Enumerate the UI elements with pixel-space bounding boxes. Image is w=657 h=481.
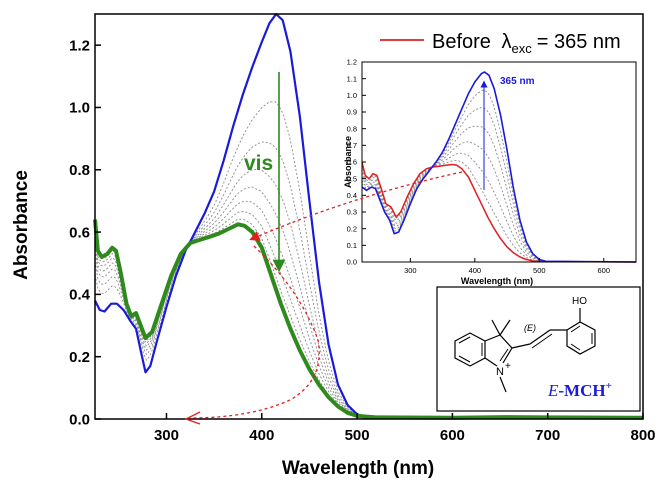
connector-arrow-lower-head	[184, 411, 201, 425]
main-x-tick-label: 800	[630, 427, 655, 444]
hydroxyl-label: HO	[572, 296, 587, 307]
molecule-structure: N + (E) HO E-MCH+	[436, 286, 641, 412]
inset-y-tick-label: 0.6	[347, 158, 357, 167]
inset-365-label: 365 nm	[500, 76, 535, 87]
legend-entry: Before λexc = 365 nm	[432, 31, 621, 56]
inset-y-tick-label: 1.1	[347, 74, 357, 83]
inset-y-tick-label: 1.0	[347, 91, 357, 100]
inset-y-tick-label: 0.1	[347, 241, 357, 250]
main-plot-area	[94, 13, 644, 420]
inset-series-after	[361, 71, 637, 263]
nitrogen-label: N	[496, 366, 504, 378]
ring5-bond-4	[484, 357, 498, 367]
inset-y-tick-label: 0.2	[347, 224, 357, 233]
inset-y-tick-label: 0.5	[347, 174, 357, 183]
inset-y-tick-label: 0.8	[347, 124, 357, 133]
main-x-tick-label: 300	[154, 427, 179, 444]
molecule-label: E-MCH+	[547, 380, 612, 400]
main-x-tick-label: 500	[345, 427, 370, 444]
main-x-tick-label: 400	[249, 427, 274, 444]
main-x-tick-label: 600	[440, 427, 465, 444]
nitrogen-charge: +	[505, 361, 511, 372]
y-axis-title: Absorbance	[11, 170, 32, 280]
inset-series-before	[361, 161, 637, 263]
main-y-tick-label: 0.8	[69, 162, 90, 179]
ring5-bond-3b	[499, 348, 509, 362]
ring5-bond-3	[502, 347, 513, 364]
main-y-tick-label: 1.0	[69, 100, 90, 117]
inset-x-axis-title: Wavelength (nm)	[461, 276, 533, 286]
connector-arrow-upper	[249, 171, 463, 241]
inset-x-tick-label: 500	[533, 266, 546, 275]
main-y-tick-label: 0.2	[69, 349, 90, 366]
inset-y-tick-label: 0.7	[347, 141, 357, 150]
molecule-box	[436, 286, 641, 412]
inset-intermediate-curve	[361, 159, 635, 263]
inset-y-axis-title: Absorbance	[343, 136, 353, 188]
inset-x-tick-label: 600	[598, 266, 611, 275]
inset-y-tick-label: 0.9	[347, 108, 357, 117]
main-plot-frame	[94, 13, 644, 420]
inset-background	[344, 58, 640, 264]
main-series-start	[94, 12, 644, 420]
ring5-bond-2	[499, 334, 513, 349]
connector-arrow-lower	[189, 245, 320, 419]
main-y-tick-label: 0.6	[69, 224, 90, 241]
inset-x-tick-label: 400	[469, 266, 482, 275]
benzene-right-double-1	[570, 325, 581, 333]
benzene-left-double-1	[458, 336, 471, 344]
inset-y-tick-label: 0.3	[347, 208, 357, 217]
methyl-2	[499, 319, 511, 336]
main-y-tick-label: 1.2	[69, 37, 90, 54]
benzene-left-double-2	[458, 355, 471, 363]
vinyl-1	[511, 343, 531, 349]
ring5-bond-1	[484, 334, 501, 342]
vinyl-2	[529, 329, 551, 345]
inset-x-tick-label: 300	[404, 266, 417, 275]
legend: Before λexc = 365 nm	[380, 31, 621, 56]
benzene-right-double-3	[570, 343, 581, 351]
main-series-end	[93, 219, 644, 420]
x-axis-title: Wavelength (nm)	[282, 458, 434, 479]
inset-axis-ticks: 300 400 500 600 0.0 0.1 0.2 0.3 0.4 0.5 0.6 0.7 0.8 0…	[347, 58, 610, 275]
inset-y-tick-label: 1.2	[347, 58, 357, 67]
methyl-1	[491, 319, 501, 336]
main-y-tick-label: 0.0	[69, 411, 90, 428]
main-x-tick-label: 700	[535, 427, 560, 444]
vinyl-2b	[531, 333, 553, 349]
main-y-tick-label: 0.4	[69, 287, 91, 304]
main-axis-ticks: 300 400 500 600 700 800 0.0 0.2 0.4 0.6 0.8 1.0 1.2	[69, 37, 655, 444]
main-series-group	[93, 12, 644, 420]
inset-y-tick-label: 0.0	[347, 258, 357, 267]
inset-series-group	[361, 71, 637, 263]
vis-label: vis	[244, 152, 273, 175]
n-methyl	[499, 376, 507, 393]
stereo-label: (E)	[524, 323, 536, 333]
inset-y-tick-label: 0.4	[347, 191, 357, 200]
